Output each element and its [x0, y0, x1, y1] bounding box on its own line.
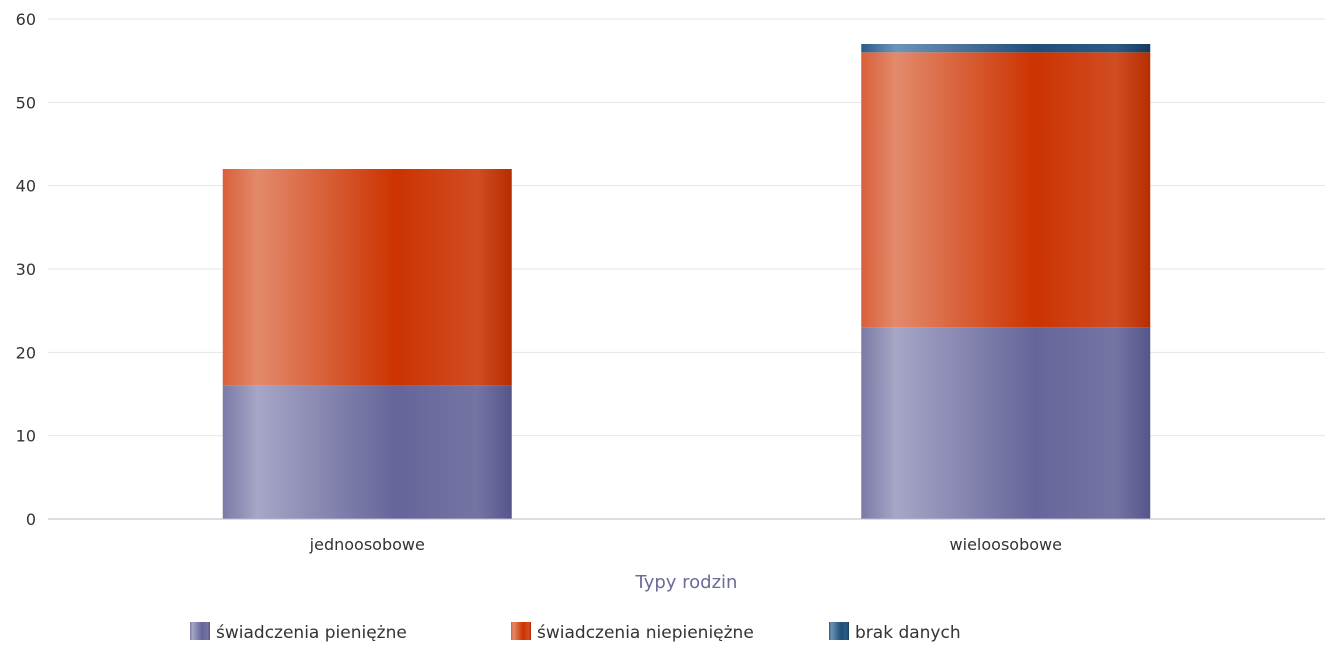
y-axis: 0 10 20 30 40 50 60 [16, 10, 36, 529]
bar-segment[interactable] [222, 169, 512, 386]
y-tick-label: 10 [16, 427, 36, 446]
legend-swatch [511, 622, 531, 640]
bar-segment[interactable] [861, 44, 1151, 53]
bar-segment[interactable] [861, 327, 1151, 519]
x-axis-title: Typy rodzin [635, 572, 738, 593]
bar-segment[interactable] [222, 385, 512, 519]
bars [222, 44, 1151, 519]
legend-item[interactable]: świadczenia niepieniężne [511, 622, 754, 643]
legend-swatch [190, 622, 210, 640]
legend-item[interactable]: świadczenia pieniężne [190, 622, 407, 643]
y-tick-label: 30 [16, 260, 36, 279]
legend-item[interactable]: brak danych [829, 622, 961, 643]
x-axis: jednoosobowe wieloosobowe [309, 535, 1062, 554]
legend-label: świadczenia pieniężne [216, 623, 407, 643]
legend-label: świadczenia niepieniężne [537, 623, 754, 643]
bar-segment[interactable] [861, 52, 1151, 328]
y-tick-label: 50 [16, 93, 36, 112]
legend-swatch [829, 622, 849, 640]
x-tick-label: jednoosobowe [309, 535, 425, 554]
legend: świadczenia pieniężne świadczenia niepien… [190, 622, 961, 643]
y-tick-label: 60 [16, 10, 36, 29]
y-tick-label: 40 [16, 177, 36, 196]
y-tick-label: 20 [16, 343, 36, 362]
y-tick-label: 0 [26, 510, 36, 529]
legend-label: brak danych [855, 623, 961, 643]
x-tick-label: wieloosobowe [950, 535, 1062, 554]
